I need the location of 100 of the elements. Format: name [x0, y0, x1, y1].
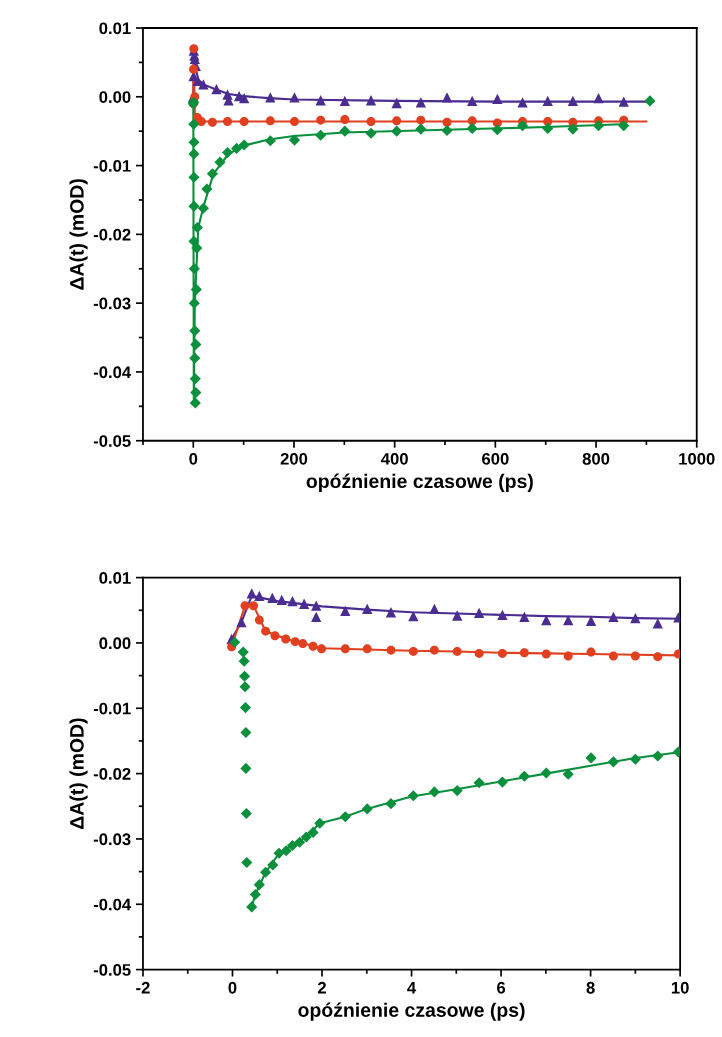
point	[340, 114, 350, 124]
y-tick-label: 0.01	[99, 572, 131, 584]
point	[260, 866, 272, 878]
x-tick-label: 1000	[679, 452, 715, 465]
point	[214, 156, 226, 168]
point	[265, 92, 276, 103]
point	[467, 116, 477, 126]
x-tick-label: 600	[482, 452, 509, 465]
point	[474, 648, 484, 658]
point	[467, 95, 478, 107]
point	[541, 649, 551, 659]
point	[629, 753, 641, 765]
point	[239, 702, 252, 714]
point	[188, 235, 200, 247]
point	[188, 148, 200, 160]
point	[249, 888, 261, 901]
y-tick-label: -0.02	[93, 228, 131, 241]
point	[492, 93, 503, 104]
point	[206, 168, 218, 180]
y-tick-label: 0.01	[99, 22, 131, 35]
point	[288, 134, 301, 146]
point	[473, 607, 485, 619]
point	[362, 644, 372, 654]
y-tick-label: 0.00	[99, 91, 131, 103]
point	[290, 637, 300, 647]
point	[593, 93, 604, 104]
point	[289, 117, 299, 127]
x-tick-label: 0	[189, 452, 198, 465]
point	[608, 611, 619, 622]
point	[286, 839, 299, 852]
point	[188, 118, 200, 130]
y-tick-label: -0.05	[93, 435, 131, 447]
point	[391, 125, 403, 137]
point	[207, 117, 217, 127]
point	[276, 594, 287, 605]
point	[441, 124, 453, 137]
point	[567, 95, 579, 107]
point	[416, 115, 426, 125]
point	[201, 183, 213, 195]
y-tick-label: 0.00	[99, 637, 131, 650]
point	[191, 221, 203, 234]
point	[190, 338, 202, 350]
point	[362, 603, 373, 615]
x-tick-label: -2	[136, 981, 150, 994]
point	[317, 644, 327, 654]
point	[473, 777, 485, 789]
point	[239, 681, 251, 693]
point	[211, 84, 222, 95]
point	[385, 607, 397, 618]
y-axis-title: ΔA(t) (mOD)	[69, 179, 88, 290]
point	[240, 601, 250, 611]
point	[315, 95, 326, 106]
point	[586, 647, 596, 657]
point	[264, 135, 276, 147]
point	[361, 803, 373, 815]
point	[298, 598, 310, 609]
point	[238, 139, 250, 151]
point	[365, 127, 377, 139]
point	[366, 117, 376, 127]
point	[653, 652, 663, 662]
x-axis-title: opóźnienie czasowe (ps)	[306, 473, 533, 492]
point	[249, 601, 259, 611]
point	[563, 651, 573, 661]
point	[190, 387, 202, 399]
point	[340, 605, 351, 617]
point	[497, 609, 508, 620]
x-tick-label: 8	[586, 981, 595, 994]
point	[287, 595, 298, 607]
point	[188, 136, 200, 148]
point	[254, 615, 264, 625]
point	[188, 263, 200, 275]
point	[188, 200, 200, 212]
point	[491, 124, 503, 136]
point	[608, 651, 618, 661]
point	[644, 95, 656, 107]
point	[451, 785, 463, 797]
point	[542, 122, 554, 134]
y-tick-label: -0.01	[93, 702, 131, 715]
point	[280, 845, 292, 857]
y-tick-label: -0.01	[93, 159, 131, 172]
point	[386, 645, 396, 655]
point	[189, 325, 201, 337]
point	[452, 646, 462, 656]
point	[189, 352, 201, 364]
x-tick-label: 200	[280, 452, 308, 465]
point	[188, 171, 200, 183]
point	[308, 641, 318, 651]
point	[190, 283, 202, 295]
point	[415, 97, 426, 108]
point	[240, 726, 252, 738]
y-tick-label: -0.03	[93, 297, 131, 310]
point	[339, 95, 350, 107]
point	[365, 95, 377, 106]
point	[223, 117, 233, 127]
point	[311, 611, 322, 622]
y-tick-label: -0.03	[93, 833, 131, 846]
point	[267, 859, 279, 871]
point	[229, 636, 241, 648]
point	[415, 123, 427, 135]
point	[197, 202, 209, 214]
